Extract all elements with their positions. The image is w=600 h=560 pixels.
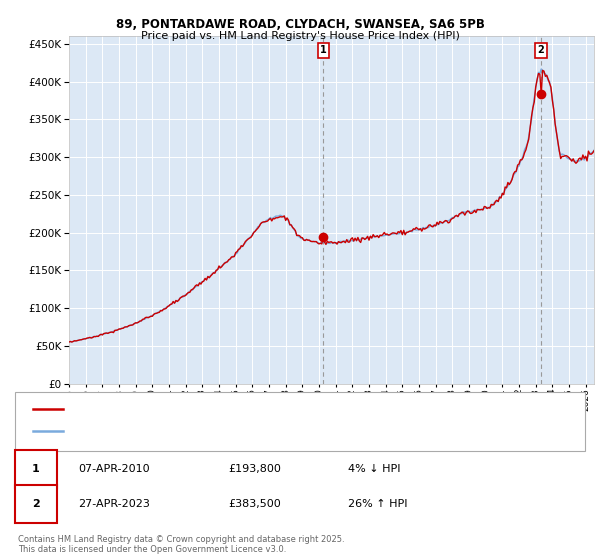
- Text: 89, PONTARDAWE ROAD, CLYDACH, SWANSEA, SA6 5PB: 89, PONTARDAWE ROAD, CLYDACH, SWANSEA, S…: [116, 18, 484, 31]
- Text: Price paid vs. HM Land Registry's House Price Index (HPI): Price paid vs. HM Land Registry's House …: [140, 31, 460, 41]
- Text: 89, PONTARDAWE ROAD, CLYDACH, SWANSEA, SA6 5PB (detached house): 89, PONTARDAWE ROAD, CLYDACH, SWANSEA, S…: [69, 404, 430, 414]
- Text: 4% ↓ HPI: 4% ↓ HPI: [348, 464, 401, 474]
- Text: £383,500: £383,500: [228, 499, 281, 509]
- Text: £193,800: £193,800: [228, 464, 281, 474]
- Text: 1: 1: [320, 45, 327, 55]
- Text: 26% ↑ HPI: 26% ↑ HPI: [348, 499, 407, 509]
- Text: Contains HM Land Registry data © Crown copyright and database right 2025.
This d: Contains HM Land Registry data © Crown c…: [18, 535, 344, 554]
- Text: 27-APR-2023: 27-APR-2023: [78, 499, 150, 509]
- Text: 1: 1: [32, 464, 40, 474]
- Text: 2: 2: [32, 499, 40, 509]
- Text: 07-APR-2010: 07-APR-2010: [78, 464, 149, 474]
- Text: HPI: Average price, detached house, Swansea: HPI: Average price, detached house, Swan…: [69, 427, 293, 436]
- Text: 2: 2: [538, 45, 544, 55]
